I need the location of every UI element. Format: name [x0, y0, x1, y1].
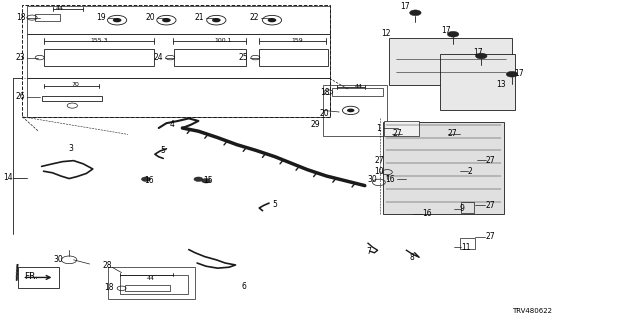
Text: 18: 18	[16, 13, 26, 22]
Text: 6: 6	[242, 282, 247, 291]
Text: 18: 18	[320, 88, 330, 97]
Text: 27: 27	[485, 201, 495, 210]
Text: 159: 159	[292, 37, 303, 43]
Text: 30: 30	[53, 255, 63, 264]
Text: 4: 4	[169, 120, 174, 129]
Text: 27: 27	[448, 129, 458, 138]
Text: 16: 16	[422, 209, 432, 218]
Text: FR.: FR.	[24, 272, 38, 281]
Text: 2: 2	[467, 167, 472, 176]
Circle shape	[347, 108, 355, 112]
Text: 11: 11	[461, 243, 470, 252]
Text: 9: 9	[460, 204, 465, 213]
Text: 12: 12	[381, 29, 390, 38]
Text: 16: 16	[144, 176, 154, 185]
FancyBboxPatch shape	[389, 38, 512, 85]
Text: 18: 18	[104, 284, 114, 292]
Text: 17: 17	[400, 2, 410, 11]
Circle shape	[268, 18, 276, 22]
Text: 70: 70	[72, 82, 79, 87]
Circle shape	[447, 31, 459, 37]
Text: 100.1: 100.1	[214, 37, 232, 43]
Text: 23: 23	[16, 53, 26, 62]
Text: 25: 25	[239, 53, 248, 62]
Text: 24: 24	[154, 53, 163, 62]
Circle shape	[212, 18, 221, 22]
Text: 5: 5	[160, 146, 165, 155]
Text: 27: 27	[485, 156, 495, 164]
Text: 7: 7	[366, 247, 371, 256]
Circle shape	[410, 10, 421, 16]
Circle shape	[202, 179, 211, 183]
Text: 44: 44	[355, 84, 362, 89]
Circle shape	[113, 18, 122, 22]
Text: 15: 15	[204, 176, 213, 185]
Text: 14: 14	[3, 173, 13, 182]
Text: 17: 17	[514, 69, 524, 78]
Text: 27: 27	[485, 232, 495, 241]
Text: 155.3: 155.3	[90, 37, 108, 43]
Text: 29: 29	[310, 120, 320, 129]
Text: TRV480622: TRV480622	[512, 308, 552, 314]
Text: 22: 22	[250, 13, 259, 22]
Text: 44: 44	[56, 5, 63, 11]
Text: 10: 10	[374, 167, 384, 176]
Text: 44: 44	[147, 276, 154, 281]
Text: 1: 1	[376, 124, 381, 132]
Text: 28: 28	[102, 261, 112, 270]
Text: 13: 13	[496, 80, 506, 89]
Text: 20: 20	[320, 109, 330, 118]
Text: 30: 30	[368, 175, 378, 184]
Text: 27: 27	[392, 129, 402, 138]
Text: 17: 17	[442, 26, 451, 35]
FancyBboxPatch shape	[440, 54, 515, 110]
Text: 3: 3	[68, 144, 74, 153]
Text: 16: 16	[385, 175, 395, 184]
Text: 20: 20	[146, 13, 156, 22]
FancyBboxPatch shape	[384, 121, 419, 136]
Text: /: /	[12, 262, 24, 283]
Circle shape	[162, 18, 171, 22]
Text: 21: 21	[194, 13, 204, 22]
Text: 27: 27	[374, 156, 384, 164]
FancyBboxPatch shape	[383, 122, 504, 214]
Text: 17: 17	[474, 48, 483, 57]
Text: 8: 8	[410, 253, 415, 262]
Circle shape	[476, 53, 487, 59]
Circle shape	[194, 177, 203, 181]
Text: 5: 5	[272, 200, 277, 209]
Text: 19: 19	[96, 13, 106, 22]
Circle shape	[141, 177, 150, 181]
Circle shape	[506, 71, 518, 77]
Text: 26: 26	[16, 92, 26, 101]
